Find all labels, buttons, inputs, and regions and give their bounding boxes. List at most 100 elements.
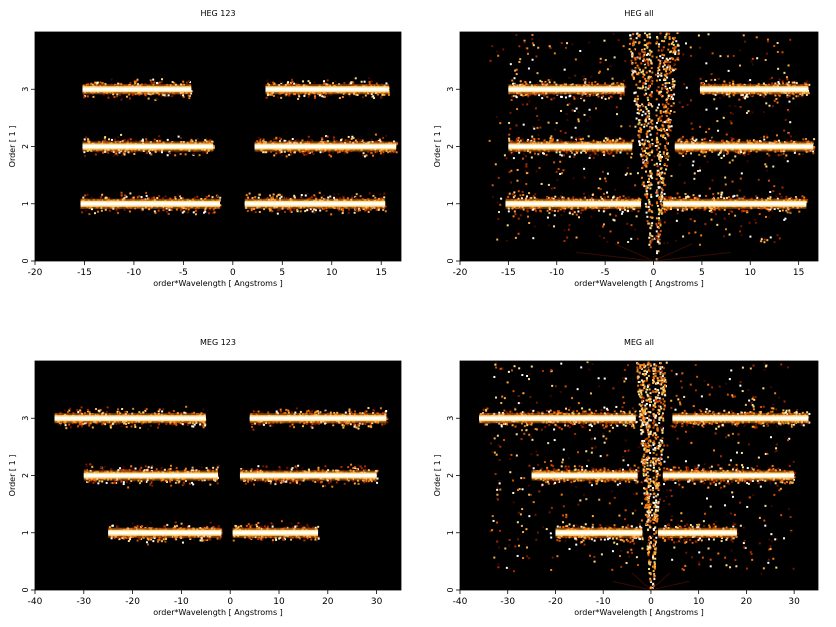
band-speckle — [380, 82, 383, 85]
spray-pixel — [633, 56, 636, 59]
band-speckle — [140, 209, 143, 212]
band-speckle — [158, 81, 161, 84]
band-speckle — [615, 137, 618, 140]
band-speckle — [82, 196, 85, 199]
band-speckle — [341, 212, 344, 215]
spray-pixel — [644, 89, 647, 92]
band-speckle — [291, 81, 294, 84]
spray-pixel — [656, 250, 659, 253]
band-speckle — [216, 195, 219, 198]
band-speckle — [323, 95, 326, 98]
spray-pixel — [646, 152, 649, 155]
noise-pixel — [620, 125, 623, 128]
band-speckle — [384, 210, 387, 213]
spray-pixel — [646, 140, 649, 143]
band-speckle — [138, 93, 141, 96]
noise-pixel — [650, 239, 653, 242]
spray-pixel — [658, 116, 661, 119]
spray-pixel — [657, 59, 660, 62]
spray-pixel — [646, 34, 649, 37]
noise-pixel — [622, 45, 625, 48]
band-speckle — [332, 82, 335, 85]
noise-pixel — [670, 42, 673, 45]
noise-pixel — [640, 128, 643, 131]
spray-pixel — [674, 68, 677, 71]
noise-pixel — [609, 64, 612, 67]
spray-pixel — [649, 59, 652, 62]
spray-pixel — [667, 124, 670, 127]
spray-pixel — [667, 121, 670, 124]
noise-pixel — [643, 62, 646, 65]
noise-pixel — [643, 142, 646, 145]
band-speckle — [374, 151, 377, 154]
noise-pixel — [776, 197, 779, 200]
band-speckle — [287, 93, 290, 96]
band-speckle — [578, 138, 581, 141]
noise-pixel — [536, 126, 539, 129]
noise-pixel — [590, 215, 593, 218]
spray-pixel — [657, 213, 660, 216]
noise-pixel — [786, 109, 789, 112]
band-speckle — [705, 194, 708, 197]
spray-pixel — [655, 136, 658, 139]
band-speckle — [293, 82, 296, 85]
band-speckle — [343, 152, 346, 155]
noise-pixel — [660, 60, 663, 63]
band-speckle — [517, 136, 520, 139]
band-speckle — [156, 139, 159, 142]
spray-pixel — [661, 211, 664, 214]
spray-pixel — [671, 41, 674, 44]
spray-pixel — [666, 91, 669, 94]
spray-pixel — [639, 131, 642, 134]
band-speckle — [561, 196, 564, 199]
noise-pixel — [603, 39, 606, 42]
spray-pixel — [668, 32, 671, 35]
noise-pixel — [739, 64, 742, 67]
noise-pixel — [767, 179, 770, 182]
band-speckle — [362, 154, 365, 157]
band-speckle — [148, 208, 151, 211]
noise-pixel — [528, 192, 531, 195]
spray-pixel — [643, 73, 646, 76]
band-speckle — [697, 196, 700, 199]
spray-pixel — [648, 184, 651, 187]
band-speckle — [140, 196, 143, 199]
band-speckle — [546, 196, 549, 199]
spray-pixel — [666, 153, 669, 156]
spray-pixel — [646, 162, 649, 165]
spray-pixel — [661, 204, 664, 207]
spray-pixel — [655, 127, 658, 130]
spray-pixel — [630, 50, 633, 53]
noise-pixel — [682, 235, 685, 238]
band-speckle — [190, 138, 193, 141]
band-speckle — [116, 95, 119, 98]
spray-pixel — [659, 32, 662, 35]
noise-pixel — [734, 214, 737, 217]
spray-pixel — [665, 128, 668, 131]
spray-pixel — [648, 222, 651, 225]
noise-pixel — [599, 177, 602, 180]
spray-pixel — [650, 76, 653, 79]
spray-pixel — [673, 80, 676, 83]
spray-pixel — [649, 36, 652, 39]
spray-pixel — [638, 136, 641, 139]
band-speckle — [117, 82, 120, 85]
band-speckle — [257, 137, 260, 140]
spray-pixel — [651, 82, 654, 85]
spray-pixel — [659, 143, 662, 146]
band-speckle — [83, 154, 86, 157]
band-speckle — [135, 80, 138, 83]
band-speckle — [379, 152, 382, 155]
noise-pixel — [555, 122, 558, 125]
spray-pixel — [656, 75, 659, 78]
noise-pixel — [568, 102, 571, 105]
noise-pixel — [491, 45, 494, 48]
noise-pixel — [629, 172, 632, 175]
band-speckle — [338, 97, 341, 100]
band-speckle — [750, 197, 753, 200]
spray-pixel — [658, 172, 661, 175]
spray-pixel — [644, 119, 647, 122]
band-speckle — [568, 212, 571, 215]
band-speckle — [572, 196, 575, 199]
band-speckle — [110, 82, 113, 85]
